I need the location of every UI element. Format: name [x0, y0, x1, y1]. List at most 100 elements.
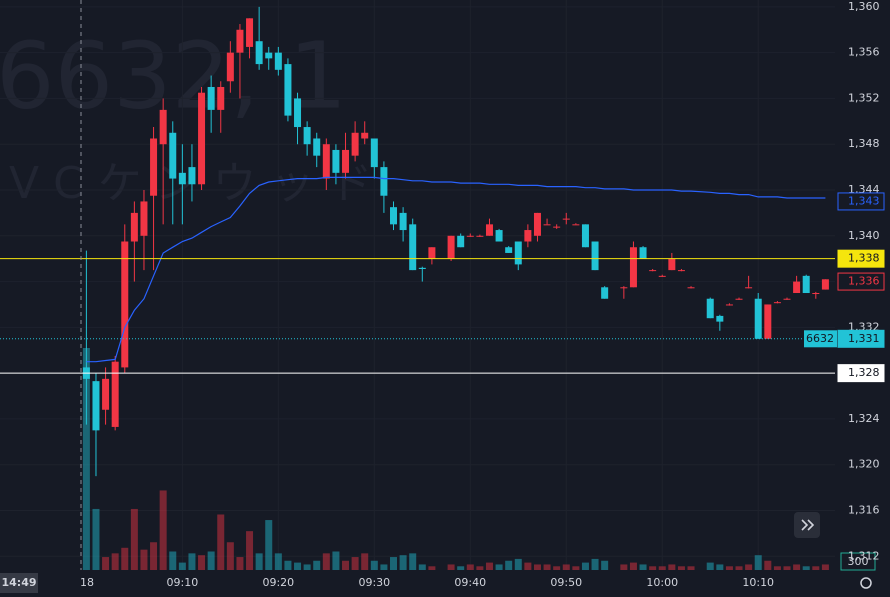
volume-bar: [418, 564, 426, 570]
price-axis: 1,3121,3161,3201,3241,3281,3321,3361,340…: [804, 0, 885, 562]
candle-body: [447, 235, 455, 259]
volume-bar: [246, 531, 254, 570]
candle-body: [255, 41, 263, 65]
candle-body: [495, 230, 503, 242]
volume-bar: [130, 508, 138, 570]
candle-body: [668, 258, 676, 271]
candle-body: [543, 224, 551, 226]
volume-bar: [322, 553, 330, 570]
candle-body: [725, 304, 733, 306]
y-tick-label: 1,312: [848, 549, 880, 562]
volume-bar: [351, 557, 359, 570]
candle-body: [821, 279, 829, 290]
volume-bar: [495, 564, 503, 570]
volume-bar: [764, 560, 772, 570]
y-tick-label: 1,324: [848, 412, 880, 425]
volume-bar: [217, 514, 225, 570]
volume-bar: [639, 564, 647, 570]
candle-body: [562, 218, 570, 220]
candle-body: [783, 298, 791, 300]
y-tick-label: 1,320: [848, 458, 880, 471]
volume-bar: [745, 564, 753, 570]
volume-bar: [533, 564, 541, 570]
volume-bar: [342, 560, 350, 570]
volume-bar: [562, 564, 570, 570]
candle-body: [92, 381, 100, 431]
candle-body: [313, 138, 321, 156]
volume-bar: [313, 560, 321, 570]
volume-bar: [601, 560, 609, 570]
candle-body: [677, 270, 685, 272]
candle-body: [217, 86, 225, 110]
candle-body: [514, 241, 522, 265]
volume-bar: [485, 562, 493, 570]
volume-bar: [649, 566, 657, 570]
volume: [82, 348, 829, 570]
volume-bar: [188, 553, 196, 570]
candle-body: [754, 298, 762, 339]
price-tag-box: [804, 330, 837, 348]
candle-body: [111, 361, 119, 427]
volume-bar: [668, 564, 676, 570]
price-label: 1,331: [848, 332, 880, 345]
volume-bar: [543, 564, 551, 570]
volume-bar: [361, 553, 369, 570]
volume-bar: [92, 508, 100, 570]
crosshair-label: 14:49: [1, 576, 36, 589]
volume-bar: [303, 564, 311, 570]
candle-body: [457, 235, 465, 248]
price-label-box: [837, 329, 885, 348]
candle-body: [553, 226, 561, 228]
volume-bar: [524, 562, 532, 570]
candle-body: [332, 149, 340, 173]
y-tick-label: 1,340: [848, 229, 880, 242]
volume-bar: [572, 566, 580, 570]
candle-body: [620, 287, 628, 289]
volume-bar: [178, 562, 186, 570]
volume-bar: [409, 553, 417, 570]
volume-bar: [687, 566, 695, 570]
volume-bar: [802, 566, 810, 570]
candle-body: [418, 267, 426, 269]
volume-bar: [111, 553, 119, 570]
candle-body: [178, 172, 186, 185]
volume-label: 300: [848, 555, 869, 568]
candle-body: [591, 241, 599, 271]
price-tag: 6632: [806, 332, 834, 345]
candle-body: [485, 224, 493, 236]
candle-body: [322, 144, 330, 179]
volume-bar: [821, 564, 829, 570]
price-label-box: [837, 364, 885, 383]
candle-body: [130, 212, 138, 242]
candle-body: [207, 86, 215, 110]
volume-bar: [150, 542, 158, 570]
volume-bar: [236, 557, 244, 570]
volume-bar: [476, 566, 484, 570]
x-tick-label: 09:40: [454, 576, 486, 589]
candle-body: [764, 304, 772, 339]
candle-body: [188, 167, 196, 185]
volume-box: [840, 552, 876, 571]
crosshair-box: [0, 573, 38, 593]
x-tick-label: 09:20: [262, 576, 294, 589]
volume-bar: [581, 562, 589, 570]
volume-bar: [658, 566, 666, 570]
candle-body: [802, 275, 810, 294]
x-tick-label: 10:10: [742, 576, 774, 589]
volume-bar: [716, 564, 724, 570]
volume-bar: [783, 566, 791, 570]
volume-bar: [457, 566, 465, 570]
y-tick-label: 1,352: [848, 91, 880, 104]
volume-bar: [370, 560, 378, 570]
price-label: 1,328: [848, 366, 880, 379]
price-label-box: [837, 192, 885, 211]
candle-body: [294, 98, 302, 128]
volume-bar: [332, 551, 340, 570]
y-tick-label: 1,356: [848, 46, 880, 59]
volume-bar: [399, 555, 407, 570]
settings-button[interactable]: [860, 577, 872, 589]
volume-bar: [514, 558, 522, 570]
candle-body: [706, 298, 714, 319]
